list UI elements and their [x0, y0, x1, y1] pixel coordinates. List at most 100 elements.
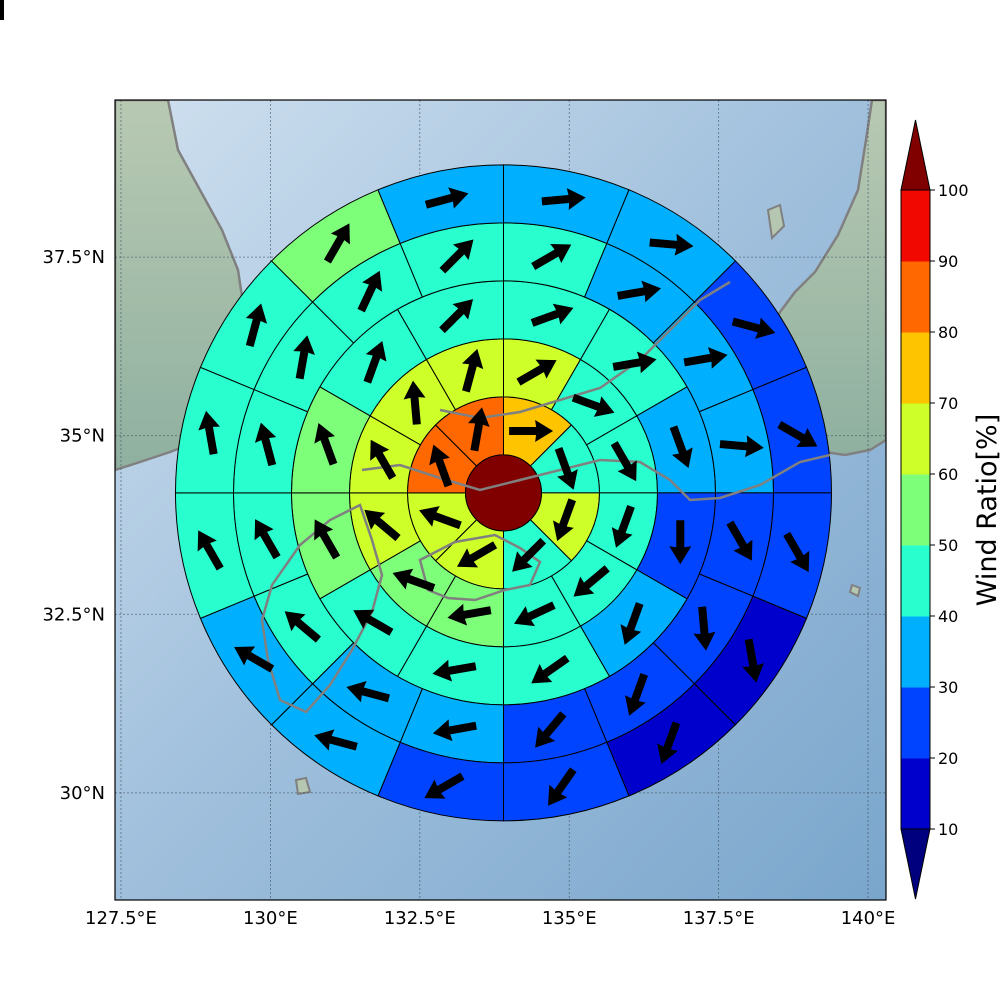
wind-arrow-shape: [683, 347, 728, 369]
wind-arrow: [611, 505, 635, 548]
wind-arrow: [198, 410, 220, 455]
colorbar-over-extension: [900, 119, 931, 191]
colorbar-segment: [901, 190, 930, 262]
wind-arrow-shape: [612, 351, 657, 374]
wind-arrow-shape: [284, 611, 321, 643]
wind-arrow-shape: [541, 188, 586, 211]
wind-arrow-shape: [254, 519, 281, 560]
wind-arrow-shape: [535, 711, 567, 748]
wind-arrow: [612, 351, 657, 374]
wind-arrow-shape: [742, 638, 764, 683]
wind-arrow-shape: [353, 609, 394, 636]
wind-arrow: [234, 646, 275, 673]
wind-arrow-shape: [370, 439, 397, 480]
wind-arrow: [731, 317, 776, 339]
wind-arrow-shape: [625, 673, 648, 716]
wind-arrow-shape: [620, 602, 644, 645]
wind-arrow-shape: [657, 721, 681, 765]
y-tick-label: 32.5°N: [42, 604, 105, 625]
wind-arrow: [403, 380, 426, 425]
y-tick-label: 37.5°N: [42, 247, 105, 268]
wind-arrow: [357, 270, 383, 313]
wind-arrow: [314, 729, 358, 751]
wind-arrow-shape: [234, 646, 275, 673]
wind-arrow: [554, 447, 578, 490]
colorbar-under-extension: [900, 828, 931, 900]
center-cell: [464, 454, 542, 532]
wind-arrow: [370, 439, 397, 480]
wind-arrow: [468, 407, 490, 452]
wind-arrow-shape: [364, 509, 401, 542]
wind-arrow: [197, 530, 224, 571]
wind-arrow: [669, 425, 693, 469]
wind-arrow-shape: [514, 601, 556, 627]
wind-arrow: [429, 444, 453, 488]
wind-arrow: [424, 772, 465, 799]
wind-arrow: [509, 420, 554, 442]
wind-arrow: [531, 654, 570, 684]
x-tick-label: 130°E: [243, 908, 298, 929]
wind-arrow: [625, 673, 648, 716]
wind-arrow-shape: [468, 407, 490, 452]
wind-arrow: [364, 509, 401, 542]
wind-arrow-shape: [462, 348, 484, 393]
wind-arrow-shape: [457, 541, 498, 568]
wind-arrow-shape: [693, 606, 716, 651]
wind-arrow-shape: [649, 233, 694, 256]
colorbar-tick-label: 30: [938, 678, 958, 697]
wind-arrow: [726, 520, 753, 561]
x-tick-label: 132.5°E: [384, 908, 456, 929]
wind-arrow-shape: [197, 530, 224, 571]
wind-arrow-shape: [530, 303, 574, 327]
colorbar-tick-label: 20: [938, 749, 958, 768]
wind-arrow: [392, 568, 436, 592]
wind-arrow-shape: [553, 498, 576, 542]
wind-arrow: [535, 711, 567, 748]
wind-arrow: [620, 602, 644, 645]
shikoku-coastline: [418, 533, 542, 602]
wind-arrow-shape: [719, 435, 764, 458]
wind-arrow: [669, 520, 692, 565]
wind-arrow: [447, 603, 492, 626]
wind-arrow: [419, 506, 462, 530]
wind-arrow: [693, 606, 716, 651]
wind-arrow: [553, 498, 576, 542]
wind-arrow-shape: [346, 681, 390, 703]
wind-arrow-shape: [512, 537, 547, 572]
colorbar-tick-label: 80: [938, 323, 958, 342]
wind-arrow: [293, 335, 315, 380]
wind-arrow: [254, 422, 277, 467]
wind-arrow: [284, 611, 321, 643]
map-frame: [114, 99, 887, 901]
wind-arrows: [0, 0, 818, 806]
wind-arrow-shape: [777, 421, 818, 448]
wind-arrow: [541, 188, 586, 211]
wind-arrow-shape: [357, 270, 383, 313]
wind-arrow-shape: [726, 520, 753, 561]
wind-arrow-shape: [403, 380, 426, 425]
wind-arrow-shape: [554, 447, 578, 490]
wind-arrow: [742, 638, 764, 683]
wind-arrow-shape: [573, 565, 610, 597]
colorbar-tick-label: 100: [938, 181, 969, 200]
wind-arrow: [314, 422, 338, 466]
wind-arrow-shape: [254, 422, 277, 467]
colorbar-tick-label: 50: [938, 536, 958, 555]
wind-arrow: [548, 767, 577, 806]
colorbar-tick-label: 90: [938, 252, 958, 271]
colorbar-segment: [901, 403, 930, 475]
wind-arrow: [610, 441, 637, 482]
wind-arrow: [777, 421, 818, 448]
wind-arrow: [530, 303, 574, 327]
colorbar-tick-label: 60: [938, 465, 958, 484]
wind-arrow-shape: [432, 719, 477, 742]
colorbar-segment: [901, 474, 930, 546]
wind-arrow-shape: [531, 243, 572, 270]
wind-arrow: [432, 659, 477, 682]
wind-arrow-shape: [669, 425, 693, 469]
colorbar-segment: [901, 758, 930, 830]
wind-arrow-shape: [314, 422, 338, 466]
wind-arrow: [363, 340, 387, 384]
wind-arrow-shape: [0, 0, 4, 20]
